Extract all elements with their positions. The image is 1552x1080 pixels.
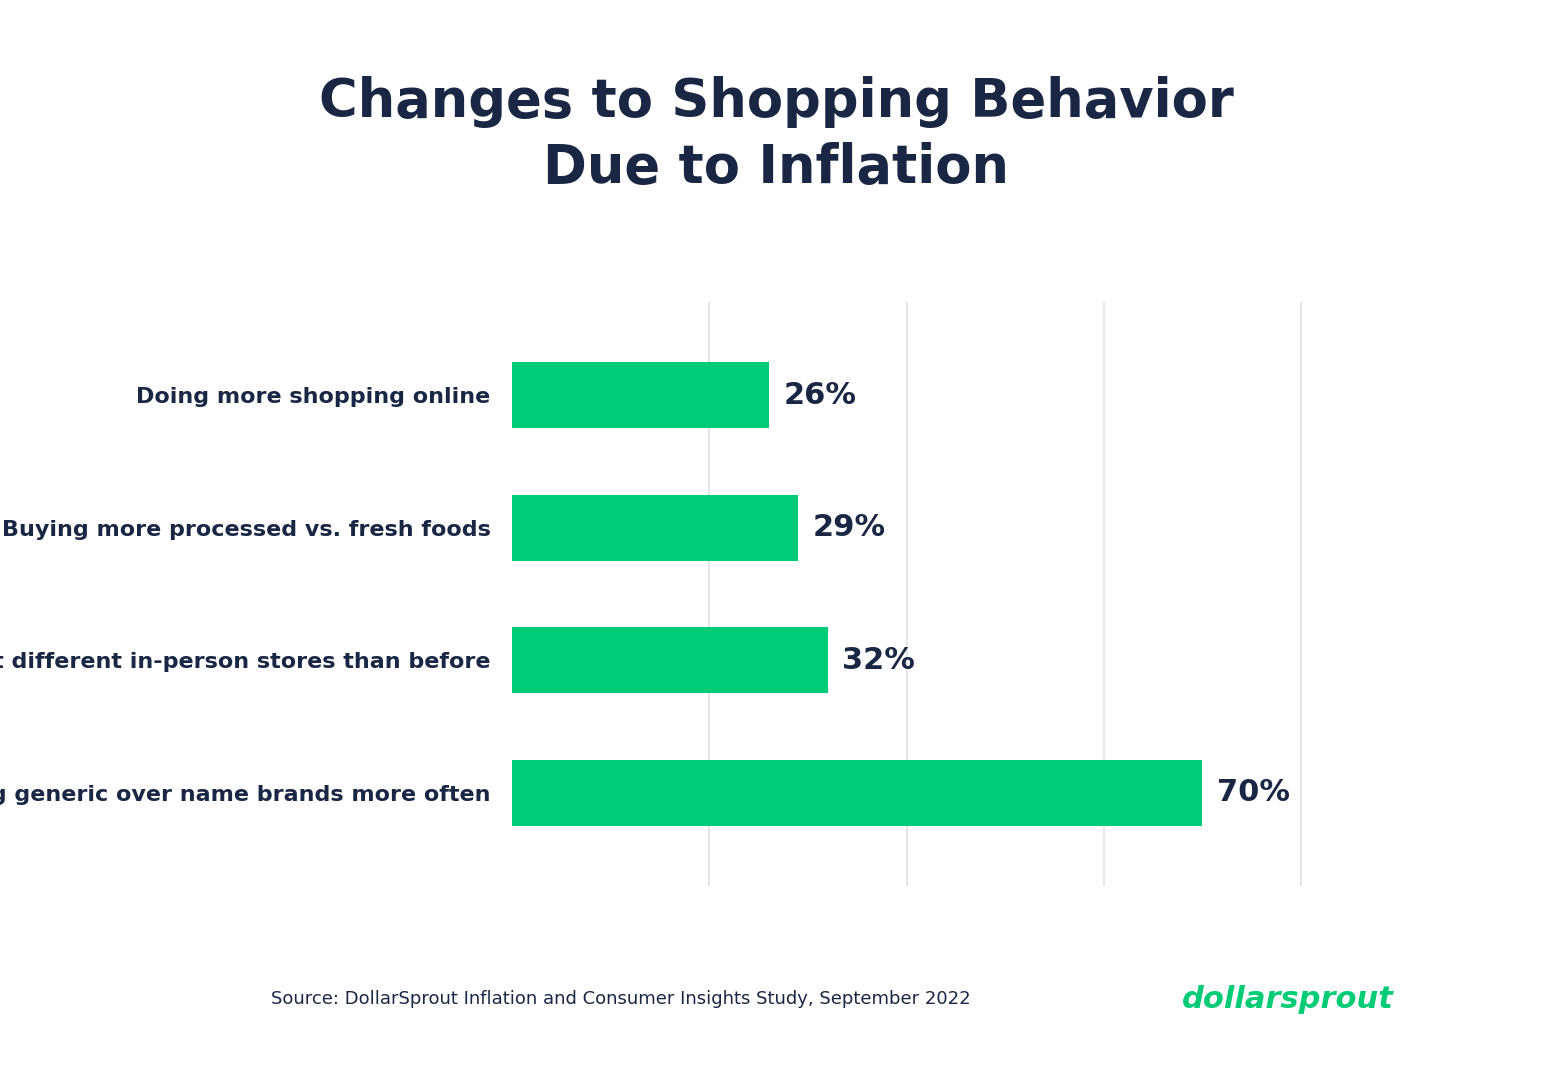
Bar xyxy=(512,495,798,561)
Text: Source: DollarSprout Inflation and Consumer Insights Study, September 2022: Source: DollarSprout Inflation and Consu… xyxy=(272,990,970,1008)
Text: 26%: 26% xyxy=(784,380,857,409)
Text: 32%: 32% xyxy=(843,646,916,675)
Text: 29%: 29% xyxy=(813,513,886,542)
Text: Changes to Shopping Behavior
Due to Inflation: Changes to Shopping Behavior Due to Infl… xyxy=(318,76,1234,194)
Bar xyxy=(512,759,1203,826)
Text: dollarsprout: dollarsprout xyxy=(1183,985,1394,1013)
Bar xyxy=(512,627,827,693)
Text: 70%: 70% xyxy=(1217,779,1290,808)
Bar xyxy=(512,362,768,429)
